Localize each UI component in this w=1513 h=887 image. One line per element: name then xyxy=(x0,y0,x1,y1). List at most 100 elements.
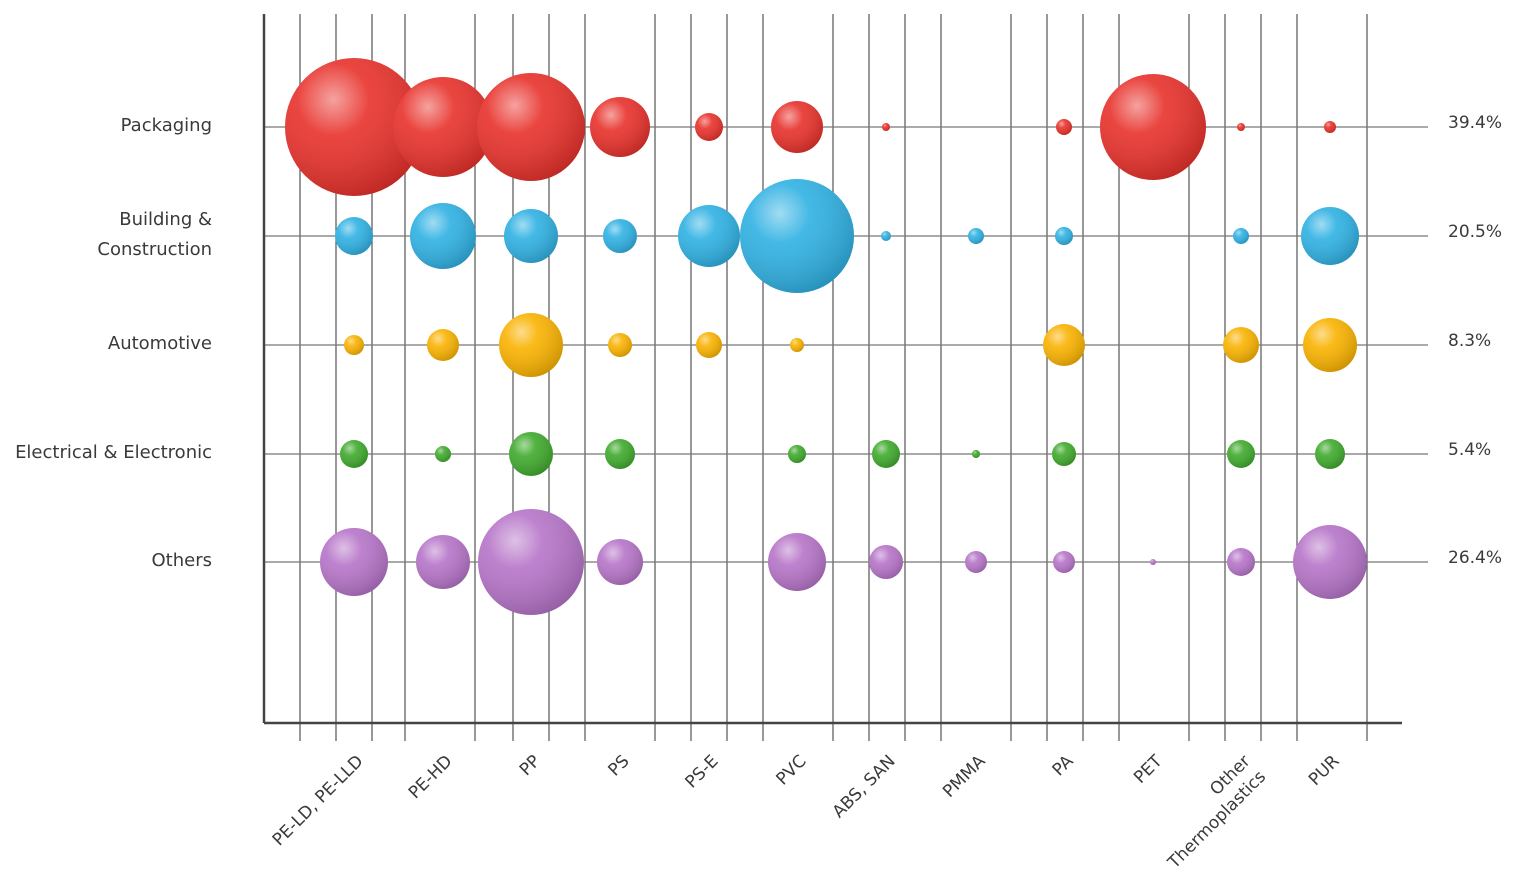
x-tick-label: PE-HD xyxy=(405,751,457,803)
bubble-shine xyxy=(1293,525,1367,599)
bubble-shine xyxy=(1043,324,1085,366)
bubble-shine xyxy=(881,231,891,241)
bubble xyxy=(603,219,637,253)
bubble xyxy=(499,313,563,377)
bubble-shine xyxy=(477,73,585,181)
bubble xyxy=(740,179,854,293)
bubble-shine xyxy=(499,313,563,377)
row-label: Building & Construction xyxy=(97,209,212,260)
bubble-shine xyxy=(1324,121,1336,133)
bubble-shine xyxy=(1055,227,1073,245)
row-label: Packaging xyxy=(120,115,212,136)
bubble xyxy=(1043,324,1085,366)
bubble-shine xyxy=(416,535,470,589)
bubble xyxy=(1303,318,1357,372)
bubble-shine xyxy=(1315,439,1345,469)
bubble xyxy=(881,231,891,241)
bubble xyxy=(768,533,826,591)
x-axis-labels: PE-LD, PE-LLD PE-HD PP PS PS-E PVC ABS, SAN PMM… xyxy=(269,751,1344,874)
x-tick-label: PE-LD, PE-LLD xyxy=(269,751,368,850)
x-tick-label: PUR xyxy=(1305,751,1344,790)
bubble-shine xyxy=(768,533,826,591)
bubble-shine xyxy=(335,217,373,255)
share-label: 26.4% xyxy=(1448,548,1503,568)
bubble xyxy=(1315,439,1345,469)
bubble-shine xyxy=(1301,207,1359,265)
bubbles xyxy=(285,58,1367,615)
bubble xyxy=(1324,121,1336,133)
row-label: Others xyxy=(151,550,213,571)
bubble-shine xyxy=(478,509,584,615)
bubble xyxy=(608,333,632,357)
bubble xyxy=(335,217,373,255)
bubble xyxy=(1301,207,1359,265)
bubble-shine xyxy=(678,205,740,267)
bubble xyxy=(696,332,722,358)
bubble xyxy=(504,209,558,263)
bubble-shine xyxy=(790,338,804,352)
bubble-shine xyxy=(771,101,823,153)
bubble xyxy=(340,440,368,468)
share-label: 39.4% xyxy=(1448,113,1503,133)
bubble-shine xyxy=(605,439,635,469)
share-label: 5.4% xyxy=(1448,440,1492,460)
bubble xyxy=(695,113,723,141)
bubble-shine xyxy=(435,446,451,462)
x-tick-label: PVC xyxy=(773,751,811,789)
x-tick-label: OtherThermoplastics xyxy=(1148,751,1270,873)
bubble xyxy=(509,432,553,476)
bubble xyxy=(1227,440,1255,468)
bubble xyxy=(968,228,984,244)
bubble xyxy=(478,509,584,615)
bubble-shine xyxy=(1056,119,1072,135)
bubble-shine xyxy=(965,551,987,573)
bubble-shine xyxy=(968,228,984,244)
bubble xyxy=(320,528,388,596)
x-tick-label: PS xyxy=(605,751,634,780)
bubble xyxy=(427,329,459,361)
bubble xyxy=(416,535,470,589)
bubble xyxy=(869,545,903,579)
bubble-shine xyxy=(695,113,723,141)
row-label: Electrical & Electronic xyxy=(15,442,212,463)
bubble xyxy=(597,539,643,585)
bubble xyxy=(590,97,650,157)
bubble xyxy=(1150,559,1156,565)
bubble xyxy=(1223,327,1259,363)
x-tick-label: PET xyxy=(1130,751,1167,788)
share-label: 8.3% xyxy=(1448,331,1492,351)
bubble-shine xyxy=(410,203,476,269)
bubble-shine xyxy=(608,333,632,357)
bubble-shine xyxy=(696,332,722,358)
bubble-shine xyxy=(509,432,553,476)
bubble-shine xyxy=(1233,228,1249,244)
x-tick-label: PA xyxy=(1049,751,1078,780)
bubble-shine xyxy=(869,545,903,579)
bubble-shine xyxy=(320,528,388,596)
bubble-shine xyxy=(344,335,364,355)
bubble-shine xyxy=(1053,551,1075,573)
bubble-shine xyxy=(1303,318,1357,372)
bubble-shine xyxy=(393,77,493,177)
row-label: Automotive xyxy=(107,333,212,354)
bubble xyxy=(477,73,585,181)
x-tick-label: PS-E xyxy=(682,751,723,792)
bubble xyxy=(410,203,476,269)
bubble-shine xyxy=(597,539,643,585)
bubble xyxy=(678,205,740,267)
bubble xyxy=(1053,551,1075,573)
bubble xyxy=(1227,548,1255,576)
bubble xyxy=(872,440,900,468)
bubble xyxy=(1100,74,1206,180)
bubble-shine xyxy=(603,219,637,253)
bubble-shine xyxy=(1150,559,1156,565)
bubble-shine xyxy=(1227,548,1255,576)
bubble xyxy=(790,338,804,352)
bubble xyxy=(285,58,423,196)
bubble xyxy=(1293,525,1367,599)
bubble xyxy=(965,551,987,573)
bubble xyxy=(344,335,364,355)
x-tick-label: PP xyxy=(516,751,545,780)
bubble xyxy=(605,439,635,469)
